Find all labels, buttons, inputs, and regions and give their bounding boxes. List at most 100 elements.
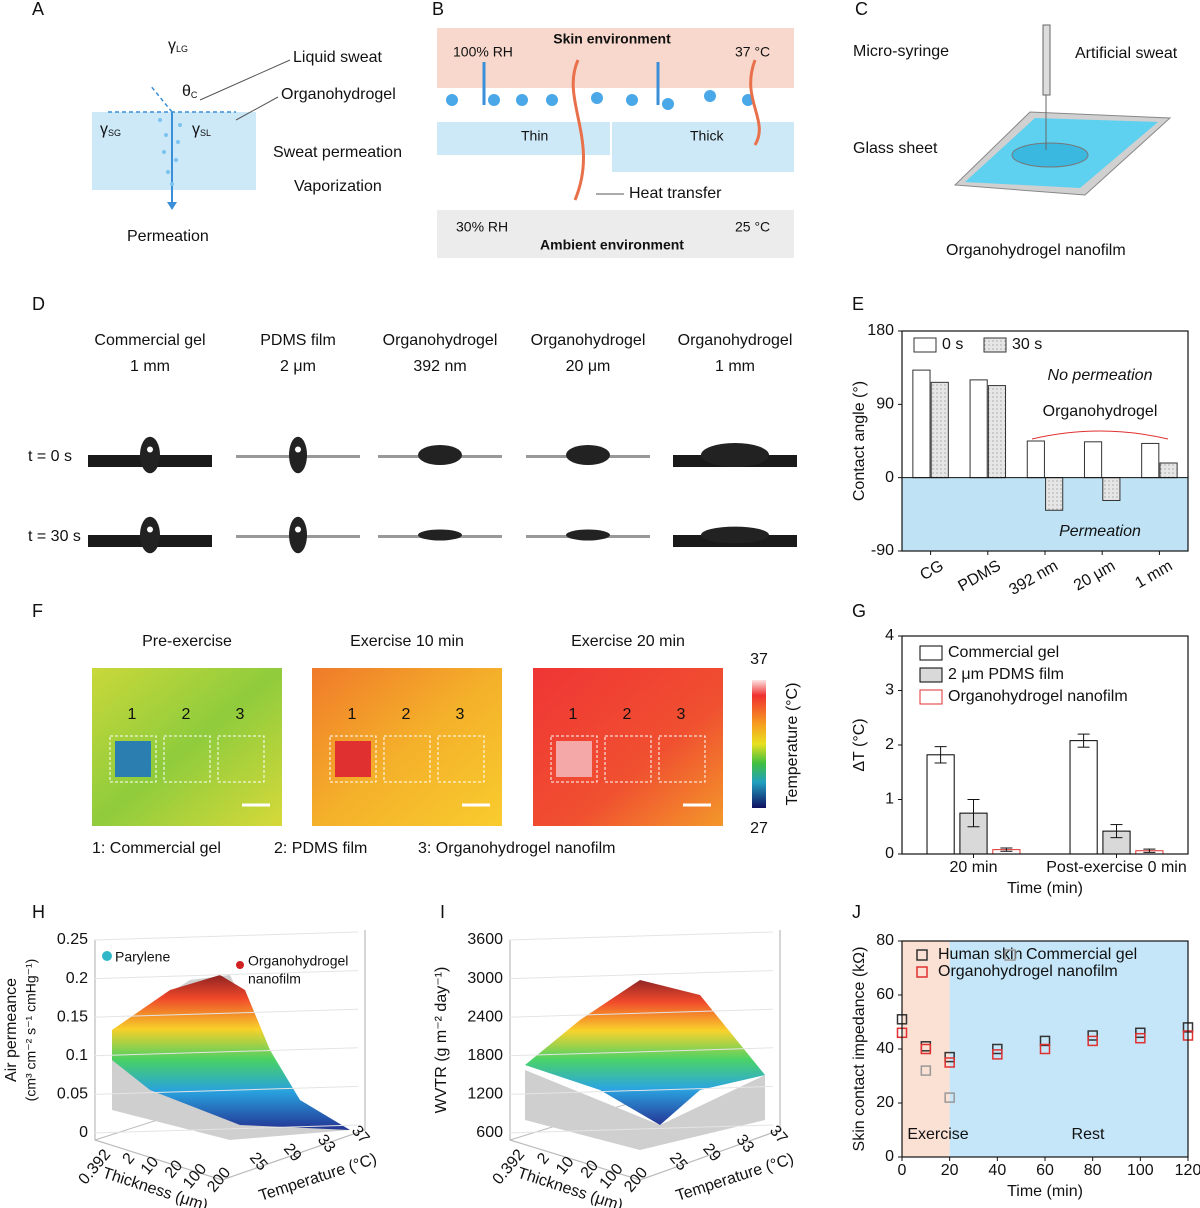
z-tick-label: 2400 <box>467 1008 503 1025</box>
colorbar <box>752 680 766 808</box>
panel-letter: G <box>852 601 866 621</box>
surface <box>112 975 350 1130</box>
image-title: Exercise 10 min <box>350 633 464 650</box>
annotation: Organohydrogel <box>1043 403 1158 420</box>
label: Liquid sweat <box>293 49 383 66</box>
label: Thin <box>521 128 548 144</box>
y-tick-label: 29 <box>699 1141 724 1166</box>
heat-arrow <box>749 59 761 146</box>
point <box>944 1092 955 1103</box>
droplet-highlight <box>147 526 153 533</box>
x-tick-label: 100 <box>1127 1162 1154 1179</box>
sample-size: 1 mm <box>130 358 170 375</box>
floor-shadow <box>525 1070 765 1150</box>
z-grid <box>508 1085 774 1095</box>
region-box <box>437 735 485 783</box>
panel-letter: C <box>855 0 868 19</box>
y-tick-label: 180 <box>867 322 894 339</box>
bar <box>1069 740 1098 855</box>
panel-c: C Micro-syringe Artificial sweat Glass s… <box>853 0 1178 259</box>
y-tick-label: 3 <box>885 682 894 699</box>
arrow-head <box>167 202 177 210</box>
z-tick-label: 1200 <box>467 1086 503 1103</box>
sample-size: 20 μm <box>566 358 611 375</box>
heat-arrow <box>571 59 585 201</box>
symbol: γSL <box>192 121 211 138</box>
symbol: θC <box>182 83 198 100</box>
symbol: γSG <box>100 121 121 138</box>
bar <box>1026 440 1045 479</box>
z-tick-label: 3000 <box>467 970 503 987</box>
region-label: 2 <box>623 706 632 723</box>
y-axis-label: ΔT (°C) <box>851 718 868 771</box>
droplet <box>701 443 769 467</box>
z-grid <box>508 931 774 941</box>
box <box>94 930 366 1181</box>
point <box>1039 1043 1051 1055</box>
x-tick-label: 200 <box>621 1164 651 1195</box>
z-grid <box>93 1124 359 1134</box>
z-tick-label: 1800 <box>467 1047 503 1064</box>
region-label: 1 <box>348 706 357 723</box>
x-tick-label: 100 <box>597 1161 627 1192</box>
x-tick-label: CG <box>917 557 946 584</box>
legend-item: 2 μm PDMS film <box>948 666 1064 683</box>
panel-b: B Skin environment 100% RH 37 °C Thin Th… <box>432 0 794 258</box>
bar <box>1045 477 1064 511</box>
label: Organohydrogel nanofilm <box>946 242 1126 259</box>
symbol-main: θ <box>182 83 191 100</box>
x-tick-label: 80 <box>1084 1162 1102 1179</box>
point <box>920 1065 932 1076</box>
z-grid <box>93 1008 359 1018</box>
legend-swatch <box>919 667 943 683</box>
region-label: 3 <box>677 706 686 723</box>
y-tick-label: 60 <box>876 986 894 1003</box>
colorbar-max: 37 <box>750 651 768 668</box>
point <box>992 1043 1003 1055</box>
y-tick-label: 25 <box>666 1150 691 1175</box>
point <box>992 1049 1003 1060</box>
label: Glass sheet <box>853 140 938 157</box>
x-tick-label: PDMS <box>955 557 1004 595</box>
gel-block <box>92 112 256 190</box>
y-tick-label: 40 <box>876 1040 894 1057</box>
z-tick-label: 0.2 <box>66 970 88 987</box>
x-tick-label: 0 <box>898 1162 907 1179</box>
label: Sweat permeation <box>273 144 402 161</box>
region-box <box>658 735 706 783</box>
y-tick-label: 1 <box>885 791 894 808</box>
y-tick-label: -90 <box>871 542 894 559</box>
region-label: 1 <box>569 706 578 723</box>
y-tick-label: 37 <box>766 1123 791 1148</box>
bar <box>1102 477 1121 501</box>
sample-size: 2 μm <box>280 358 316 375</box>
symbol-main: γ <box>168 37 176 54</box>
z-tick-label: 0.15 <box>57 1008 88 1025</box>
leader <box>199 59 291 101</box>
z-grid <box>93 970 359 980</box>
droplet <box>140 436 160 474</box>
droplet <box>289 516 307 554</box>
point <box>1087 1035 1098 1047</box>
x-tick-label: 10 <box>553 1153 578 1178</box>
y-tick-label: 20 <box>876 1094 894 1111</box>
image-title: Pre-exercise <box>142 633 232 650</box>
y-tick-label: 0 <box>885 469 894 486</box>
region-label: 3 <box>236 706 245 723</box>
time-label: t = 30 s <box>28 528 81 545</box>
x-tick-label: 10 <box>138 1153 163 1178</box>
region-box <box>163 735 211 783</box>
sample-name: Organohydrogel <box>383 332 498 349</box>
skin-band <box>437 28 794 88</box>
z-unit: (cm³ cm⁻² s⁻¹ cmHg⁻¹) <box>23 959 39 1102</box>
legend-swatch <box>919 689 943 705</box>
panel-letter: I <box>440 902 445 922</box>
legend-item: Organohydrogel nanofilm <box>938 963 1118 980</box>
ambient-band <box>437 210 794 258</box>
bar <box>930 381 949 479</box>
point <box>920 1043 932 1055</box>
legend-item: Human skin <box>938 946 1022 963</box>
x-tick-label: 60 <box>1036 1162 1054 1179</box>
y-tick-label: 90 <box>876 396 894 413</box>
droplet <box>289 436 307 474</box>
